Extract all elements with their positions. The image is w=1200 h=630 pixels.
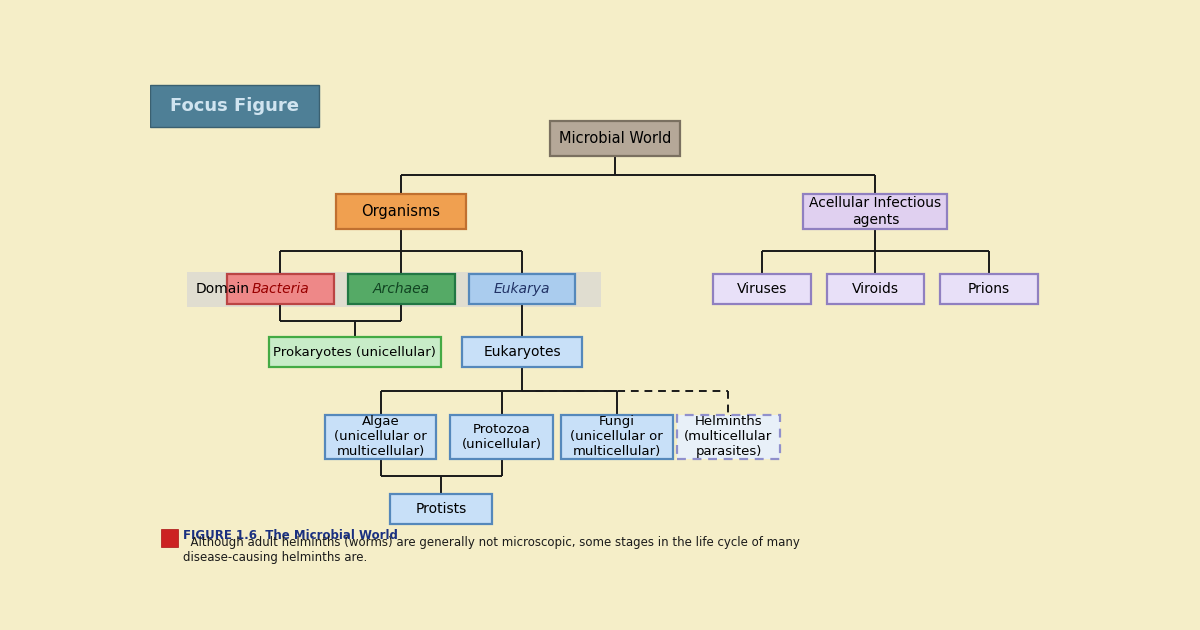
- FancyBboxPatch shape: [713, 274, 811, 304]
- Text: Archaea: Archaea: [372, 282, 430, 296]
- FancyBboxPatch shape: [462, 337, 582, 367]
- Text: Viroids: Viroids: [852, 282, 899, 296]
- Text: Protists: Protists: [415, 501, 467, 516]
- Text: Protozoa
(unicellular): Protozoa (unicellular): [462, 423, 541, 451]
- Text: Eukarya: Eukarya: [493, 282, 551, 296]
- Text: Prions: Prions: [967, 282, 1010, 296]
- Text: Acellular Infectious
agents: Acellular Infectious agents: [809, 197, 942, 227]
- FancyBboxPatch shape: [677, 415, 780, 459]
- FancyBboxPatch shape: [827, 274, 924, 304]
- FancyBboxPatch shape: [550, 121, 680, 156]
- FancyBboxPatch shape: [227, 274, 334, 304]
- FancyBboxPatch shape: [269, 337, 440, 367]
- FancyBboxPatch shape: [940, 274, 1038, 304]
- Text: Prokaryotes (unicellular): Prokaryotes (unicellular): [274, 346, 436, 358]
- FancyBboxPatch shape: [562, 415, 673, 459]
- FancyBboxPatch shape: [161, 529, 178, 547]
- Text: Domain: Domain: [196, 282, 250, 296]
- Text: Organisms: Organisms: [361, 204, 440, 219]
- FancyBboxPatch shape: [348, 274, 455, 304]
- Text: Fungi
(unicellular or
multicellular): Fungi (unicellular or multicellular): [570, 416, 664, 459]
- FancyBboxPatch shape: [187, 272, 601, 307]
- Text: Focus Figure: Focus Figure: [170, 97, 299, 115]
- Text: Although adult helminths (worms) are generally not microscopic, some stages in t: Although adult helminths (worms) are gen…: [182, 536, 799, 564]
- FancyBboxPatch shape: [150, 85, 319, 127]
- FancyBboxPatch shape: [468, 274, 576, 304]
- FancyBboxPatch shape: [325, 415, 437, 459]
- FancyBboxPatch shape: [390, 494, 492, 524]
- FancyBboxPatch shape: [803, 194, 948, 229]
- Text: Algae
(unicellular or
multicellular): Algae (unicellular or multicellular): [335, 416, 427, 459]
- Text: Viruses: Viruses: [737, 282, 787, 296]
- Text: Bacteria: Bacteria: [251, 282, 310, 296]
- FancyBboxPatch shape: [450, 415, 553, 459]
- FancyBboxPatch shape: [336, 194, 467, 229]
- Text: Microbial World: Microbial World: [559, 131, 671, 146]
- Text: Helminths
(multicellular
parasites): Helminths (multicellular parasites): [684, 416, 773, 459]
- Text: FIGURE 1.6  The Microbial World: FIGURE 1.6 The Microbial World: [182, 529, 397, 542]
- Text: Eukaryotes: Eukaryotes: [484, 345, 560, 359]
